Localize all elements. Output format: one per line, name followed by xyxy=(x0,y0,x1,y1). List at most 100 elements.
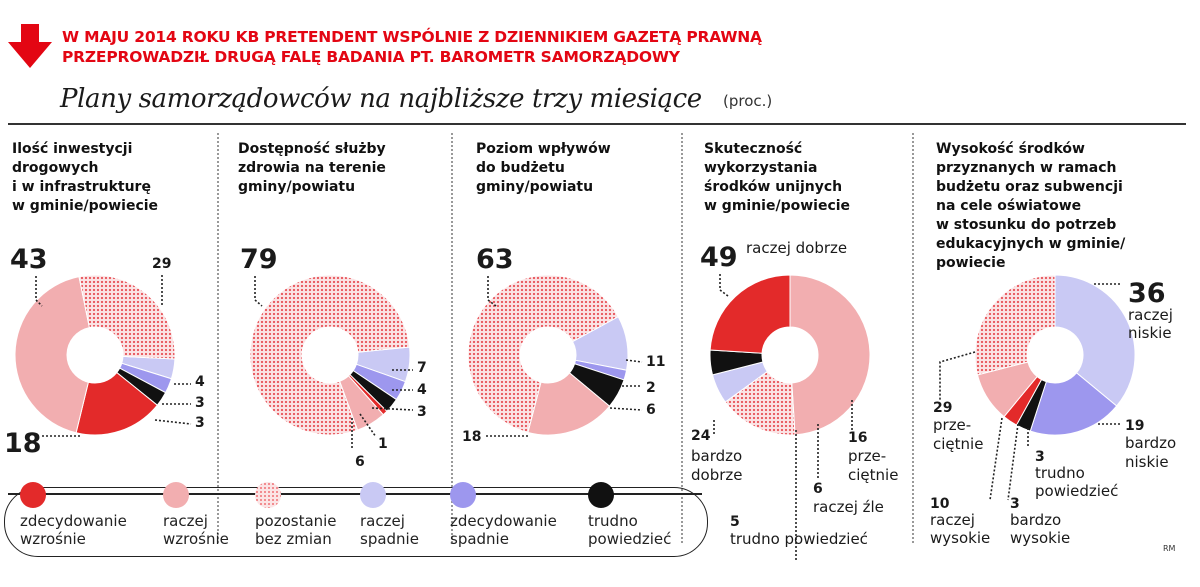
legend xyxy=(4,487,708,557)
leader-line xyxy=(719,274,729,297)
data-label: ciętnie xyxy=(933,435,983,453)
data-label: 29 xyxy=(933,400,952,416)
legend-swatch xyxy=(588,482,614,508)
data-label: raczej źle xyxy=(813,498,884,516)
heading-line-1: W MAJU 2014 ROKU KB PRETENDENT WSPÓLNIE … xyxy=(62,28,762,46)
data-label: raczej dobrze xyxy=(746,239,847,257)
legend-swatch xyxy=(163,482,189,508)
data-label: 3 xyxy=(195,415,205,431)
leader-line xyxy=(371,407,414,411)
panel-title-roads: Ilość inwestycji drogowych i w infrastru… xyxy=(12,141,159,214)
legend-swatch xyxy=(255,482,281,508)
data-label: 11 xyxy=(646,354,665,370)
legend-label: zdecydowanie wzrośnie xyxy=(20,512,127,548)
data-label: 49 xyxy=(700,242,738,273)
data-label: niskie xyxy=(1128,324,1172,342)
legend-swatch xyxy=(450,482,476,508)
data-label: 24 xyxy=(691,428,711,444)
slice-bz xyxy=(249,274,411,436)
legend-item-bz: pozostanie bez zmian xyxy=(255,482,337,548)
panel-divider xyxy=(217,133,219,543)
slice-zw xyxy=(709,274,791,354)
legend-item-zw: zdecydowanie wzrośnie xyxy=(20,482,127,548)
data-label: 3 xyxy=(1035,449,1045,465)
data-label: prze- xyxy=(933,416,971,434)
leader-line xyxy=(609,407,643,411)
panel-divider xyxy=(451,133,453,543)
data-label: 18 xyxy=(4,428,42,459)
data-label: 18 xyxy=(462,429,481,445)
data-label: 3 xyxy=(195,395,205,411)
down-arrow-icon xyxy=(8,24,52,68)
slice-bz xyxy=(467,274,619,434)
title-rule xyxy=(8,123,1186,125)
legend-swatch xyxy=(360,482,386,508)
credit: RM xyxy=(1163,544,1176,553)
panel-title-budget: Poziom wpływów do budżetu gminy/powiatu xyxy=(476,141,611,195)
data-label: ciętnie xyxy=(848,466,898,484)
donut-chart-1: 79 7 4 3 16 xyxy=(240,244,427,470)
slice-zs xyxy=(1029,372,1118,436)
data-label: prze- xyxy=(848,447,886,465)
data-label: dobrze xyxy=(691,466,743,484)
data-label: bardzo xyxy=(1010,511,1061,529)
slice-bz xyxy=(974,274,1056,376)
panel-title-education: Wysokość środków przyznanych w ramach bu… xyxy=(936,141,1126,271)
leader-line xyxy=(35,276,43,307)
data-label: wysokie xyxy=(930,529,990,547)
data-label: bardzo xyxy=(1125,434,1176,452)
data-label: niskie xyxy=(1125,453,1169,471)
slice-bz xyxy=(78,274,176,360)
data-label: 79 xyxy=(240,244,278,275)
data-label: 5 xyxy=(730,514,740,530)
unit-label: (proc.) xyxy=(723,92,773,110)
legend-line xyxy=(8,493,702,495)
leader-line xyxy=(625,359,643,363)
data-label: 6 xyxy=(646,402,656,418)
data-label: 3 xyxy=(1010,496,1020,512)
legend-item-tp: trudno powiedzieć xyxy=(588,482,671,548)
data-label: 4 xyxy=(417,382,427,398)
data-label: wysokie xyxy=(1010,529,1070,547)
panel-divider xyxy=(681,133,683,543)
panel-title-health: Dostępność służby zdrowia na terenie gmi… xyxy=(238,141,386,195)
panel-divider xyxy=(912,133,914,543)
data-label: 3 xyxy=(417,404,427,420)
legend-item-rs: raczej spadnie xyxy=(360,482,419,548)
data-label: 16 xyxy=(848,430,867,446)
legend-label: zdecydowanie spadnie xyxy=(450,512,557,548)
data-label: raczej xyxy=(1128,306,1173,324)
data-label: 6 xyxy=(813,481,823,497)
legend-item-rw: raczej wzrośnie xyxy=(163,482,229,548)
data-label: powiedzieć xyxy=(1035,482,1118,500)
donut-chart-4: 36raczejniskie19bardzoniskie3trudnopowie… xyxy=(930,274,1176,547)
leader-line xyxy=(154,419,192,425)
slice-rw xyxy=(527,372,611,436)
data-label: trudno powiedzieć xyxy=(730,530,868,548)
data-label: 6 xyxy=(355,454,365,470)
data-label: 43 xyxy=(10,244,48,275)
donut-chart-2: 63 11 2 6 18 xyxy=(462,244,665,445)
panel-title-eu-funds: Skuteczność wykorzystania środków unijny… xyxy=(704,141,851,214)
slice-zw xyxy=(75,371,158,436)
leader-line xyxy=(1007,423,1019,501)
chart-subtitle: Plany samorządowców na najbliższe trzy m… xyxy=(60,84,702,114)
header: W MAJU 2014 ROKU KB PRETENDENT WSPÓLNIE … xyxy=(0,0,1200,80)
data-label: 2 xyxy=(646,380,656,396)
legend-label: trudno powiedzieć xyxy=(588,512,672,548)
slice-rs xyxy=(1054,274,1136,407)
leader-line xyxy=(487,276,497,307)
legend-swatch xyxy=(20,482,46,508)
data-label: 7 xyxy=(417,360,427,376)
data-label: 1 xyxy=(378,436,388,452)
data-label: 4 xyxy=(195,374,205,390)
leader-line xyxy=(254,276,263,307)
data-label: 63 xyxy=(476,244,514,275)
data-label: raczej xyxy=(930,511,975,529)
data-label: 36 xyxy=(1128,278,1166,309)
legend-label: pozostanie bez zmian xyxy=(255,512,337,548)
legend-label: raczej spadnie xyxy=(360,512,419,548)
